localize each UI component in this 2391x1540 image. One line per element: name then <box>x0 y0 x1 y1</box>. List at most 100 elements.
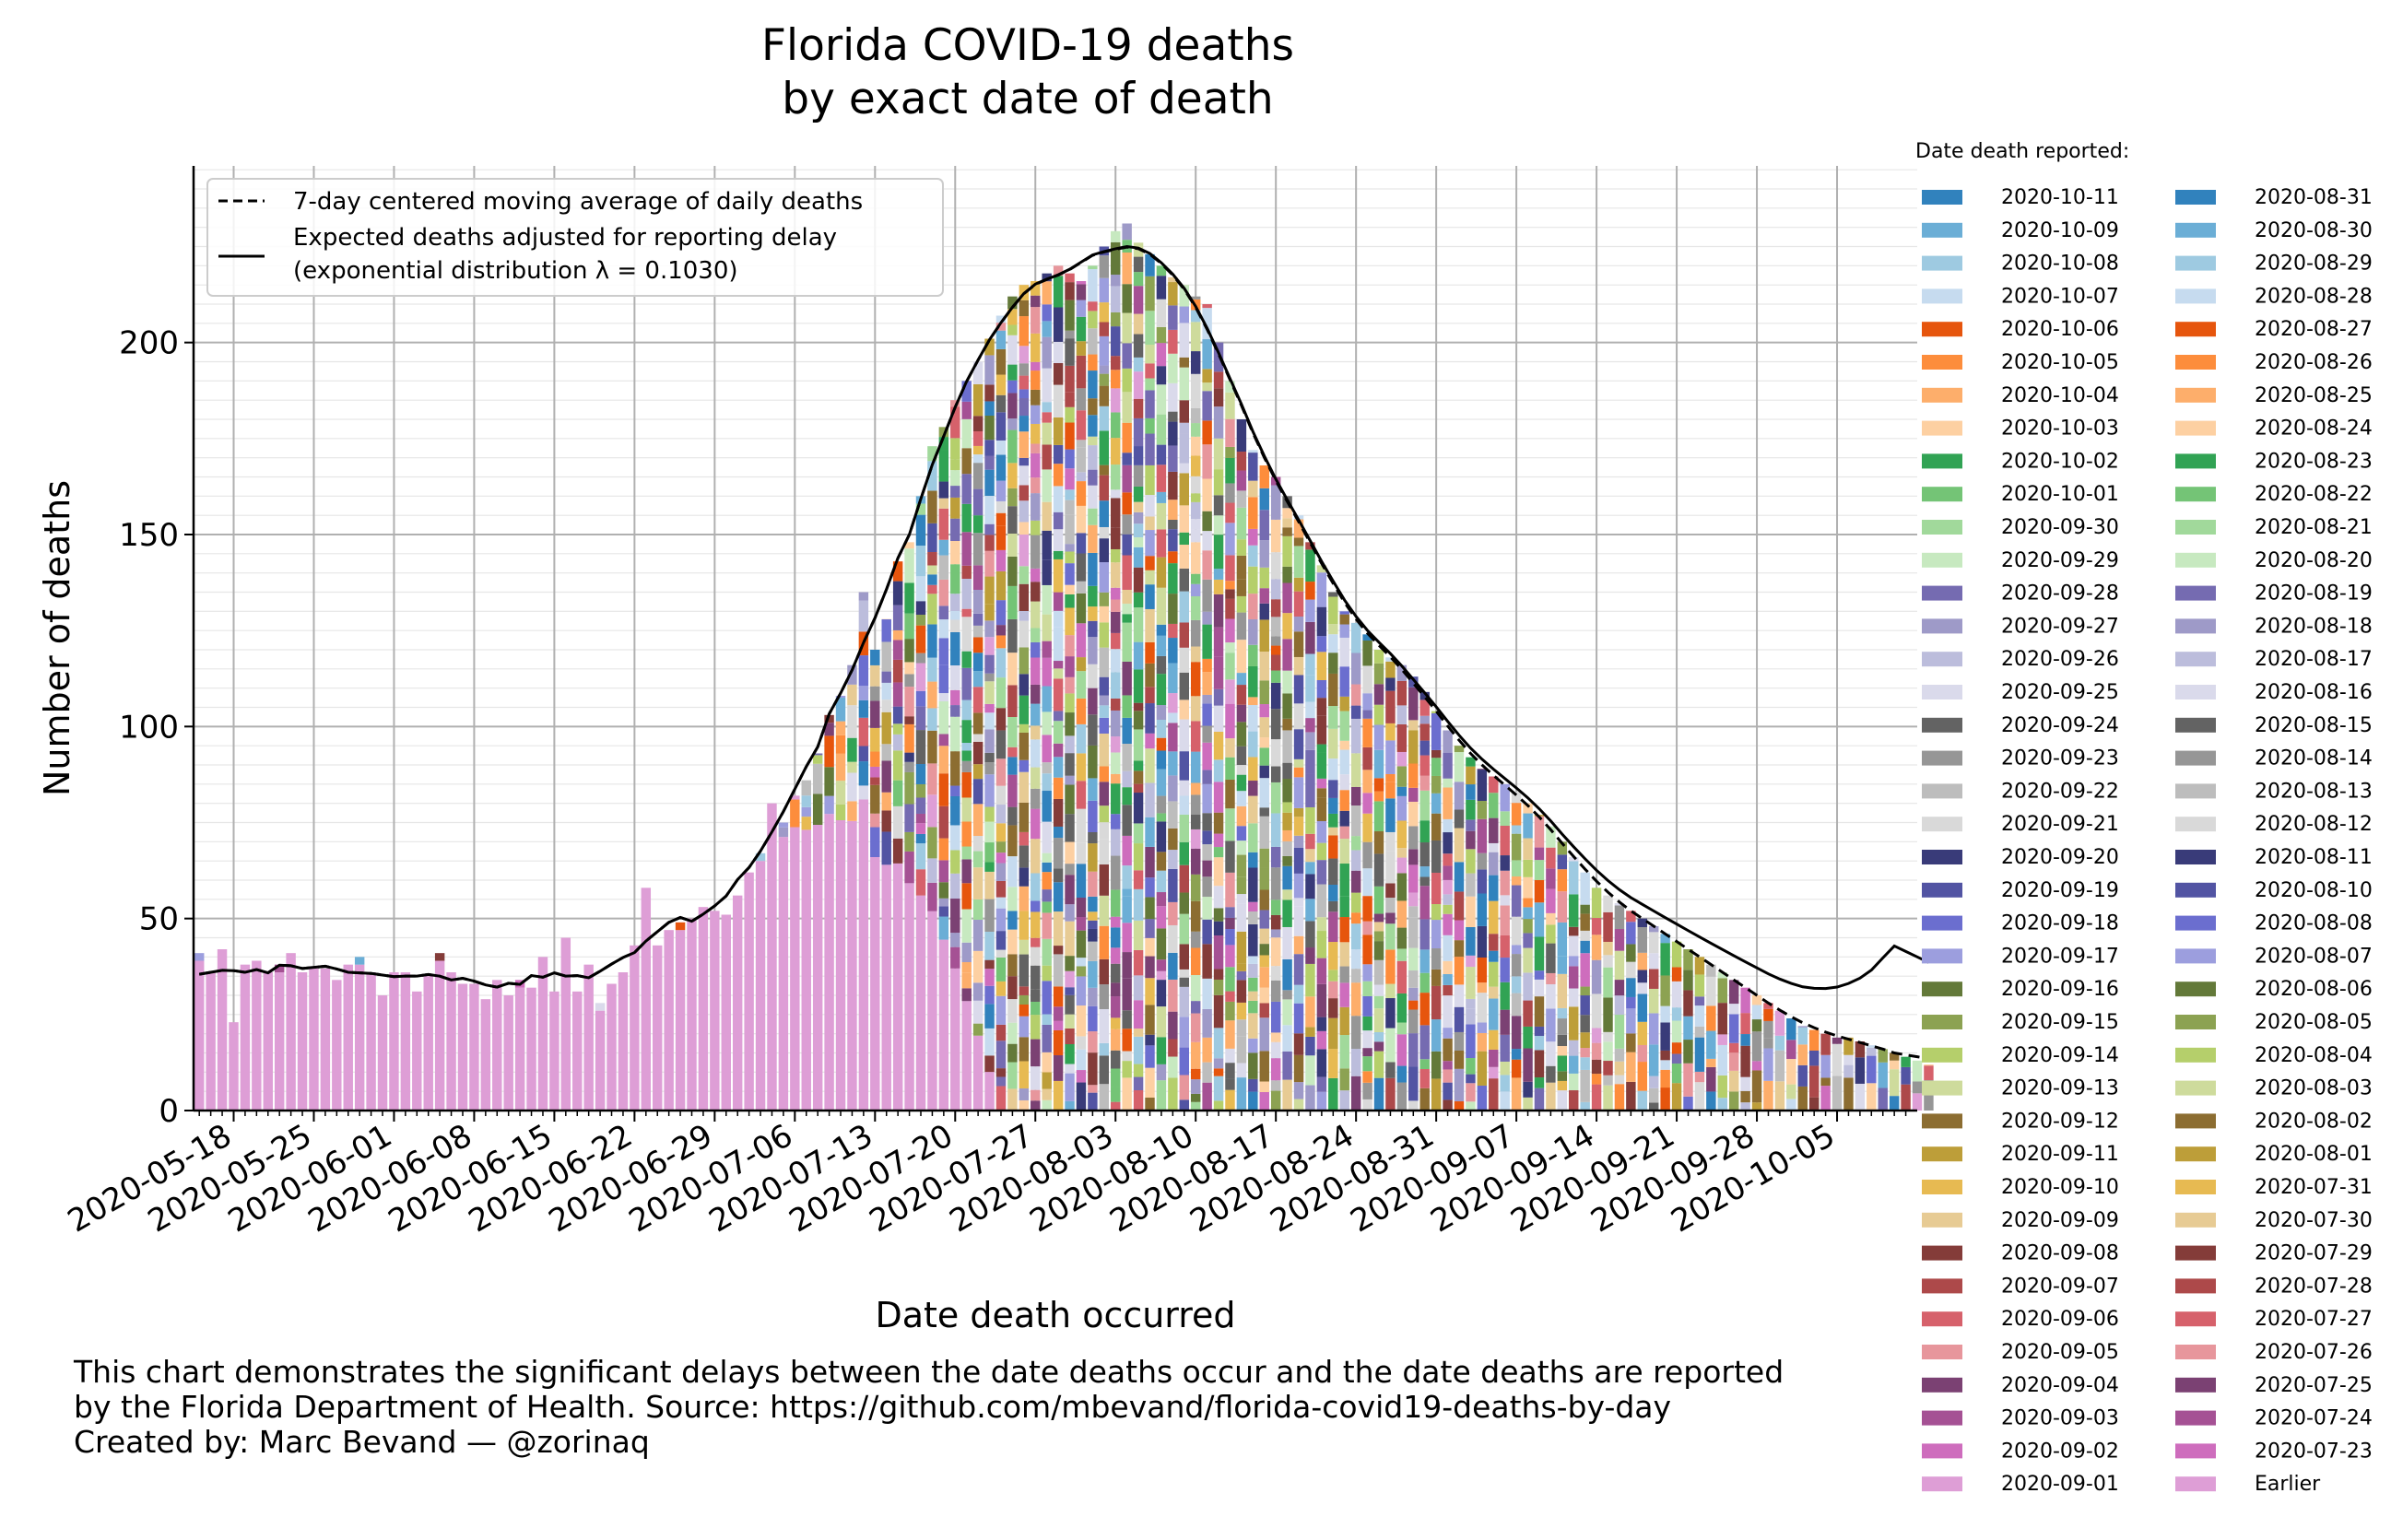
legend-entry-label: 2020-09-06 <box>2001 1308 2119 1331</box>
bar-segment <box>961 1001 972 1111</box>
bar-segment <box>927 911 937 1111</box>
bar-segment <box>1156 750 1167 770</box>
bar-segment <box>1282 1079 1292 1111</box>
bar-segment <box>1523 972 1533 1001</box>
bar-segment <box>915 601 926 616</box>
bar-segment <box>1065 814 1075 842</box>
bar-segment <box>1213 515 1224 535</box>
bar-segment <box>1031 1039 1041 1067</box>
bar-segment <box>1305 542 1315 550</box>
bar-segment <box>1293 729 1304 759</box>
bar-segment <box>824 814 834 1111</box>
legend-entry-label: 2020-08-20 <box>2255 549 2373 572</box>
bar-segment <box>1373 684 1384 705</box>
bar-segment <box>1202 611 1212 625</box>
bar-segment <box>1454 752 1465 782</box>
bar-segment <box>1408 676 1419 688</box>
bar-segment <box>1190 476 1201 494</box>
bar-segment <box>1179 1075 1190 1100</box>
bar-segment <box>1466 799 1476 820</box>
bar-segment <box>1053 265 1064 276</box>
bar-segment <box>950 689 960 706</box>
bar-segment <box>938 882 949 899</box>
bar-segment <box>1339 1035 1349 1069</box>
bar-segment <box>1305 849 1315 863</box>
bar-segment <box>1007 585 1018 619</box>
bar-segment <box>870 766 880 778</box>
legend-swatch <box>2175 322 2216 337</box>
bar-segment <box>961 962 972 973</box>
bar-segment <box>972 463 983 489</box>
bar-segment <box>1443 879 1453 895</box>
bar-segment <box>972 950 983 983</box>
bar-segment <box>1282 508 1292 519</box>
bar-segment <box>1088 800 1098 832</box>
bar-segment <box>1168 850 1178 869</box>
bar-segment <box>1305 874 1315 899</box>
bar-segment <box>1878 1049 1888 1063</box>
bar-segment <box>1042 1072 1052 1089</box>
bar-segment <box>1373 941 1384 960</box>
bar-segment <box>1523 947 1533 973</box>
bar-segment <box>1443 1038 1453 1062</box>
legend-entry-label: 2020-08-10 <box>2255 879 2373 902</box>
bar-segment <box>1373 984 1384 996</box>
bar-segment <box>915 730 926 765</box>
bar-segment <box>1042 1014 1052 1025</box>
bar-segment <box>1065 406 1075 423</box>
bar-segment <box>1489 875 1499 901</box>
bar-segment <box>1236 931 1247 964</box>
bar-segment <box>1419 699 1430 716</box>
bar-segment <box>938 664 949 694</box>
bar-segment <box>1156 769 1167 796</box>
bar-segment <box>1282 812 1292 830</box>
bar-segment <box>1133 272 1144 287</box>
bar-segment <box>984 455 995 470</box>
bar-segment <box>1466 1083 1476 1102</box>
bar-segment <box>1293 1054 1304 1083</box>
bar-segment <box>1797 1044 1808 1065</box>
bar-segment <box>1007 429 1018 464</box>
legend-entry-label: 2020-08-18 <box>2255 615 2373 638</box>
bar-segment <box>1489 934 1499 951</box>
bar-segment <box>904 613 914 640</box>
bar-segment <box>1282 730 1292 763</box>
bar-segment <box>1031 535 1041 569</box>
bar-segment <box>1248 644 1258 666</box>
bar-segment <box>1843 1064 1854 1078</box>
bar-segment <box>1042 711 1052 735</box>
bar-segment <box>1316 1030 1327 1050</box>
legend-entry-label: 2020-08-02 <box>2255 1110 2373 1133</box>
chart-subtitle: by exact date of death <box>782 74 1274 124</box>
bar-segment <box>1694 996 1705 1006</box>
bar-segment <box>984 842 995 863</box>
bar-segment <box>1076 284 1087 300</box>
bar-segment <box>972 836 983 852</box>
bar-segment <box>1042 762 1052 774</box>
bar-segment <box>1236 539 1247 556</box>
legend-entry-label: 2020-07-28 <box>2255 1275 2373 1298</box>
legend-entry-label: 2020-08-07 <box>2255 945 2373 968</box>
bar-segment <box>1328 827 1338 836</box>
bar-segment <box>1076 281 1087 285</box>
bar-segment <box>984 752 995 763</box>
bar-segment <box>252 960 262 1111</box>
bar-segment <box>1443 1069 1453 1083</box>
bar-segment <box>618 972 629 1111</box>
bar-segment <box>1511 993 1522 1017</box>
bar-segment <box>1042 273 1052 282</box>
bar-segment <box>1007 324 1018 335</box>
bar-segment <box>1408 987 1419 1001</box>
bar-segment <box>1373 1031 1384 1042</box>
bar-segment <box>320 968 331 1111</box>
bar-segment <box>1489 776 1499 794</box>
bar-segment <box>984 604 995 621</box>
bar-segment <box>1477 893 1488 926</box>
bar-segment <box>1099 984 1110 1009</box>
bar-segment <box>1751 1061 1762 1071</box>
legend-entry-label: 2020-08-14 <box>2255 747 2373 770</box>
bar-segment <box>1511 976 1522 993</box>
bar-segment <box>950 459 960 471</box>
bar-segment <box>1213 627 1224 657</box>
bar-segment <box>698 907 709 1111</box>
